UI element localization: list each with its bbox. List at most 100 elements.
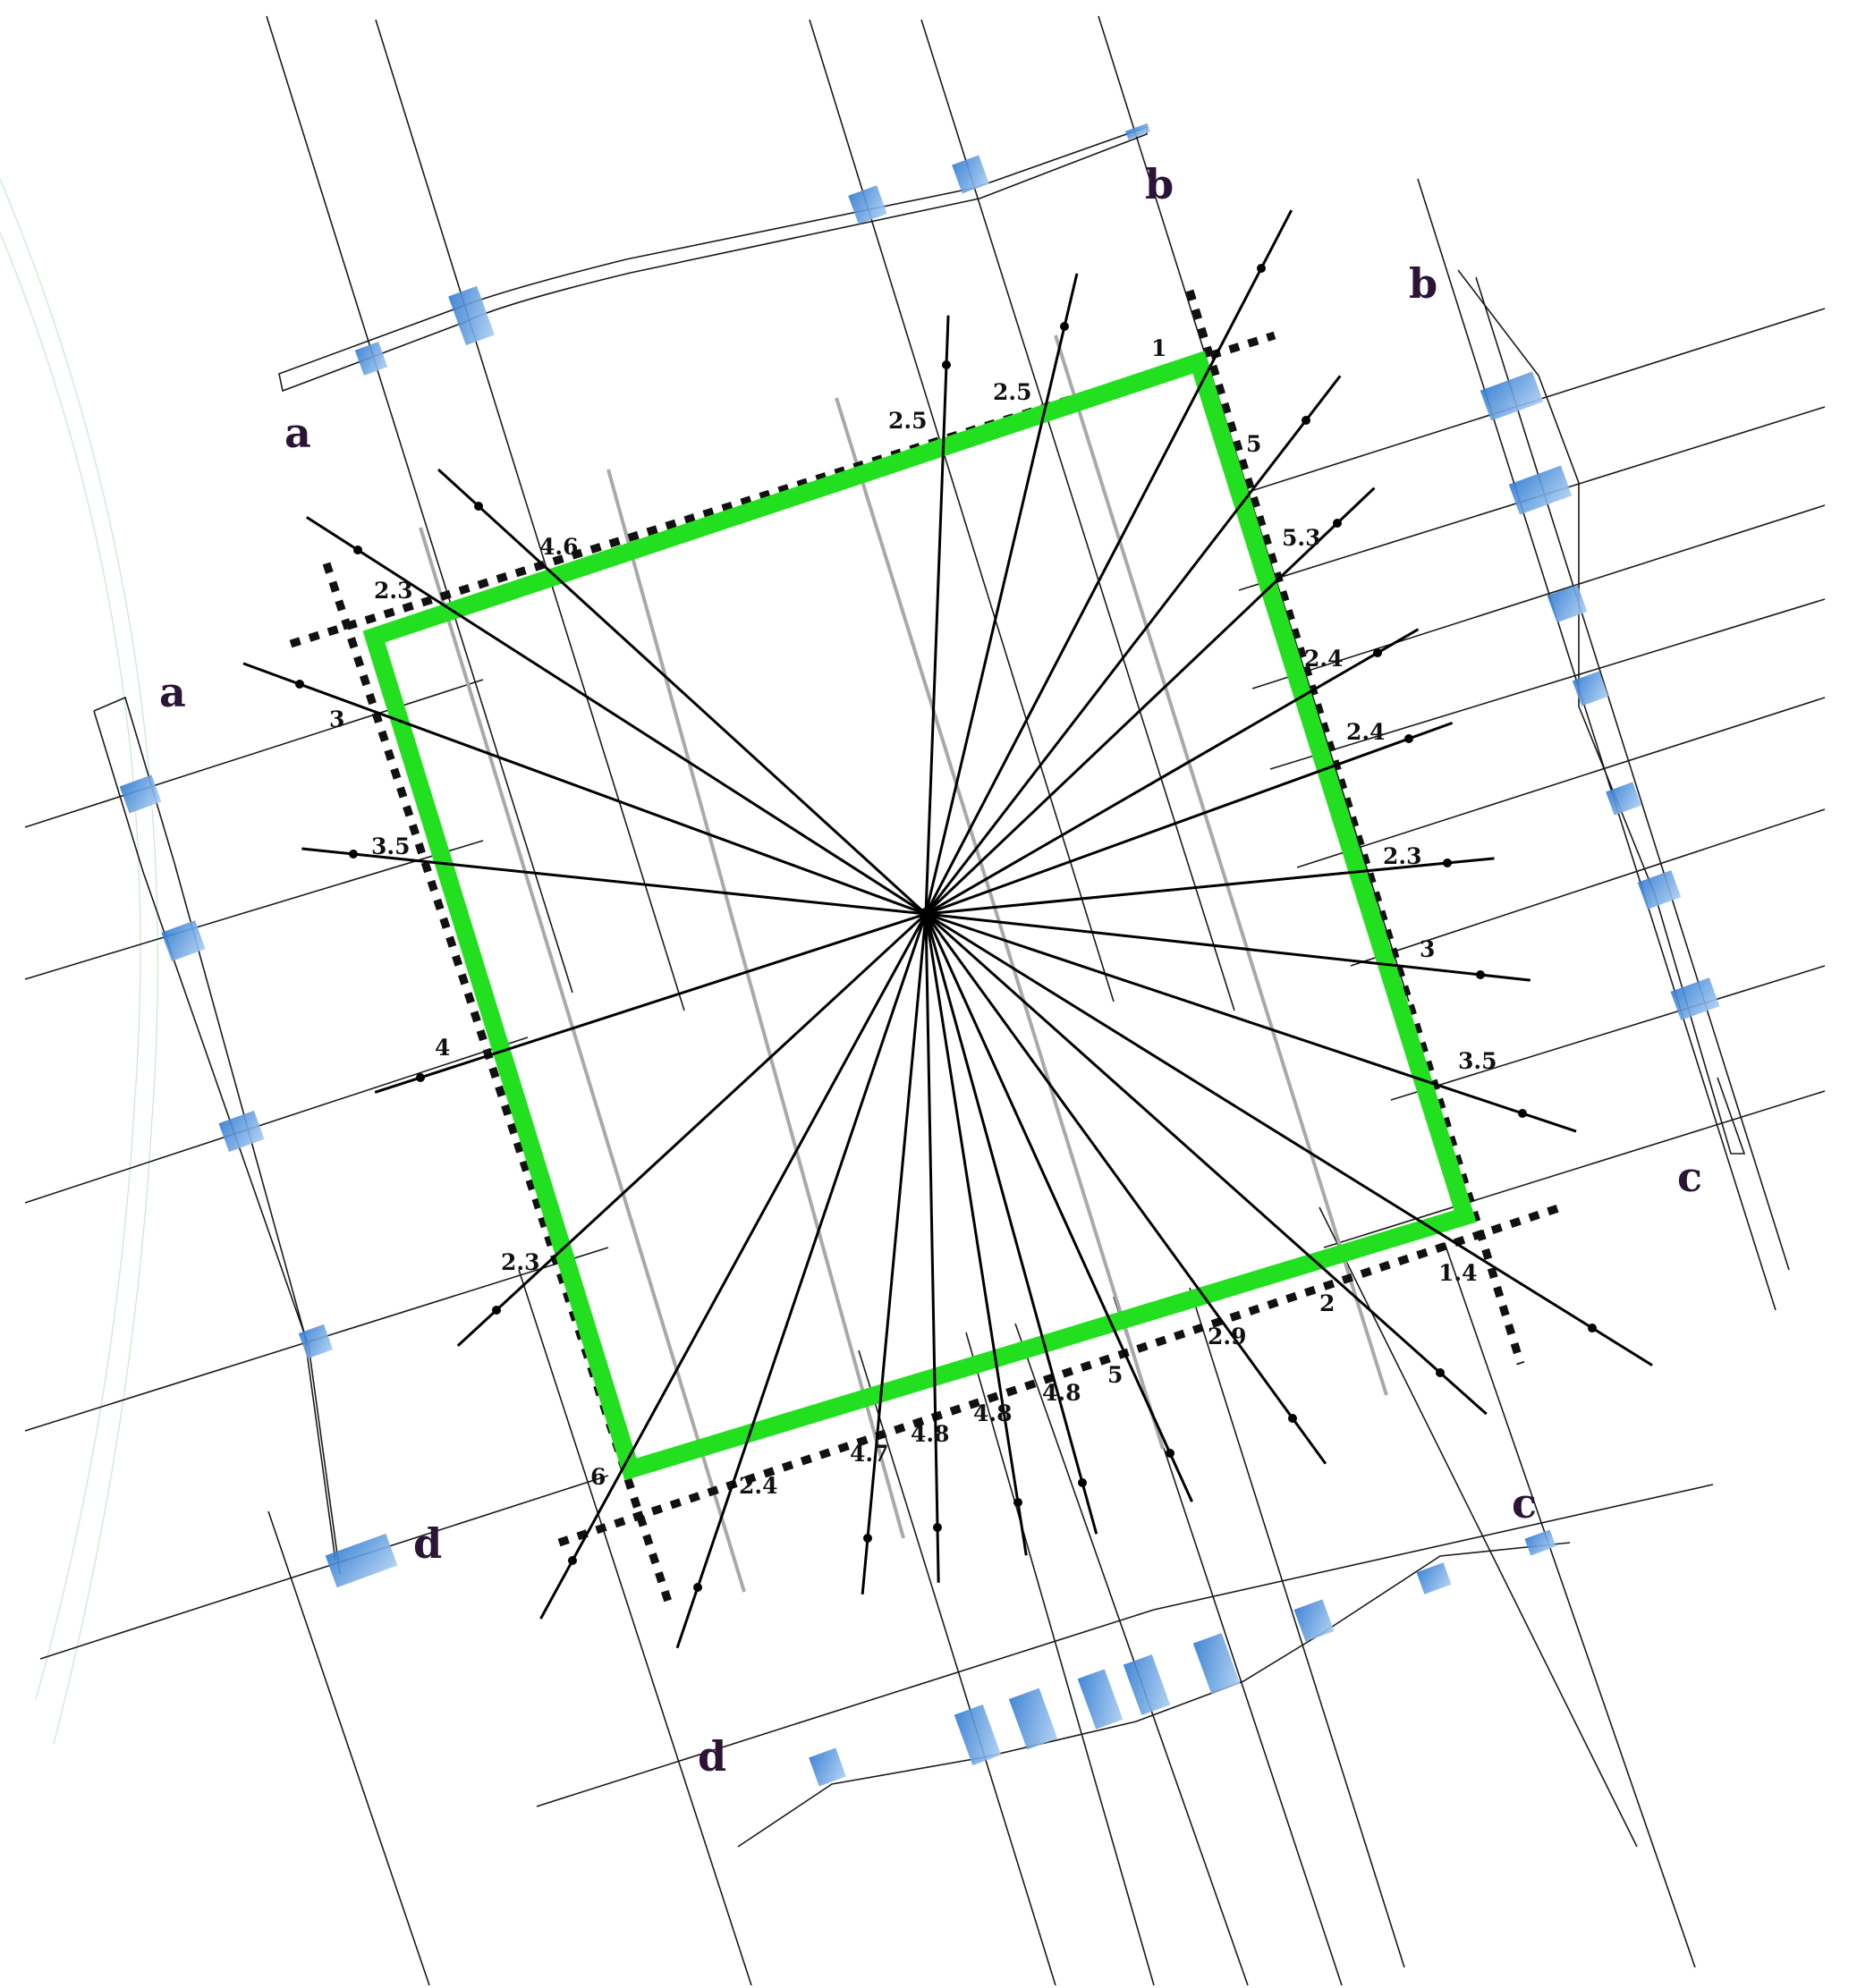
sight-ray-12 [861, 913, 928, 1595]
street-line-19 [1390, 965, 1826, 1101]
ray-end-dot-17 [1288, 1414, 1297, 1423]
ray-end-dot-22 [1373, 648, 1382, 657]
sight-ray-10 [539, 913, 928, 1620]
ray-label-bottom-3: 4.8 [911, 1421, 950, 1447]
crosswalk-26 [1524, 1529, 1556, 1556]
ray-label-left-4: 2.3 [501, 1249, 540, 1275]
sight-ray-6 [242, 662, 927, 916]
ray-end-dot-4 [474, 502, 483, 511]
ray-label-top-2: 2.5 [993, 379, 1032, 405]
sight-ray-19 [925, 912, 1653, 1366]
sight-ray-13 [924, 913, 940, 1583]
ray-center-point [920, 908, 932, 920]
corner-label-b-top: b [1145, 160, 1174, 208]
ray-end-dot-16 [1166, 1449, 1174, 1458]
ray-end-dot-2 [1060, 322, 1069, 331]
sight-ray-18 [925, 912, 1488, 1416]
street-line-23 [267, 1510, 430, 1986]
sight-ray-15 [924, 913, 1098, 1535]
crosswalk-3 [848, 185, 887, 224]
street-line-25 [858, 1349, 1056, 1986]
sight-ray-14 [924, 913, 1028, 1556]
ray-end-dot-3 [942, 360, 951, 369]
sight-ray-24 [925, 857, 1495, 916]
dotted-line-3 [557, 1203, 1563, 1547]
crosswalk-17 [325, 1533, 398, 1588]
crosswalk-21 [1077, 1669, 1124, 1730]
walkway-bottom [737, 1542, 1571, 1848]
street-line-1 [266, 15, 573, 994]
dotted-line-4 [322, 562, 675, 1612]
dotted-line-2 [1185, 289, 1525, 1366]
crosswalk-13 [119, 774, 162, 814]
street-line-12 [39, 1475, 609, 1660]
sight-ray-20 [924, 375, 1342, 915]
street-line-9 [24, 840, 484, 980]
corner-label-a-top: a [284, 409, 311, 457]
ray-end-dot-13 [933, 1523, 942, 1532]
street-line-24 [518, 1269, 752, 1986]
ray-end-dot-18 [1436, 1368, 1445, 1377]
street-line-3 [809, 19, 1115, 1002]
grey-line-1 [419, 527, 746, 1593]
sight-ray-8 [374, 912, 927, 1094]
crosswalk-6 [1480, 371, 1544, 421]
street-line-8 [24, 679, 484, 828]
ray-label-right-4: 2.4 [1346, 719, 1386, 745]
sight-ray-22 [925, 628, 1420, 916]
crosswalk-5 [1125, 123, 1150, 140]
ray-end-dot-26 [1518, 1109, 1527, 1118]
street-line-10 [24, 1036, 529, 1204]
sight-ray-1 [924, 209, 1293, 915]
ray-labels: 1 2.5 2.5 4.6 2.3 3 3.5 4 2.3 6 2.4 4.7 … [329, 335, 1497, 1499]
sight-ray-7 [301, 847, 927, 916]
ray-end-dot-9 [492, 1306, 501, 1315]
street-line-29 [1189, 1287, 1405, 1968]
ray-end-dot-15 [1078, 1478, 1087, 1487]
faint-arc [0, 178, 158, 1745]
street-line-27 [1014, 1323, 1249, 1986]
ray-label-left-2: 3.5 [371, 833, 411, 859]
ray-label-bottom-6: 5 [1107, 1362, 1123, 1388]
ray-end-dot-21 [1333, 519, 1342, 528]
ray-label-left-3: 4 [435, 1035, 450, 1061]
sight-ray-25 [925, 912, 1531, 982]
ray-label-right-3: 2.4 [1304, 646, 1344, 672]
ray-end-dot-19 [1588, 1324, 1597, 1332]
corner-label-a-left: a [159, 668, 186, 716]
ray-label-bottom-8: 2 [1319, 1290, 1335, 1316]
corner-label-d-bottom: d [698, 1732, 726, 1781]
ray-end-dot-25 [1476, 970, 1485, 979]
street-line-16 [1269, 598, 1826, 770]
crosswalk-1 [354, 342, 388, 376]
street-line-31 [1444, 1242, 1696, 1968]
sight-ray-23 [925, 721, 1454, 916]
crosswalk-7 [1508, 465, 1573, 515]
ray-label-right-1: 5 [1246, 431, 1261, 457]
ray-end-dot-6 [295, 680, 304, 689]
crosswalk-25 [1416, 1562, 1452, 1595]
ray-label-right-5: 2.3 [1383, 843, 1422, 869]
ray-label-top-4: 4.6 [539, 534, 579, 560]
ray-end-dot-7 [349, 850, 358, 859]
corner-letters: a a b b c c d d [159, 160, 1702, 1781]
street-line-6 [1417, 178, 1776, 1311]
street-line-21 [536, 1609, 1155, 1807]
ray-end-dot-8 [416, 1073, 425, 1082]
crosswalk-15 [218, 1110, 265, 1153]
sight-ray-4 [437, 468, 928, 916]
crosswalk-11 [1637, 870, 1682, 909]
corner-label-b-right: b [1409, 259, 1437, 308]
ray-label-top-1: 1 [1151, 335, 1166, 361]
crosswalk-18 [809, 1747, 846, 1787]
ray-label-right-7: 3.5 [1458, 1048, 1497, 1074]
street-line-30 [1319, 1206, 1638, 1848]
street-lines [24, 15, 1826, 1986]
ray-end-dot-14 [1013, 1498, 1022, 1507]
walkway-top [278, 125, 1148, 393]
ray-label-right-6: 3 [1420, 936, 1435, 962]
corner-label-c-bottom: c [1512, 1479, 1537, 1527]
crosswalk-10 [1606, 782, 1641, 816]
street-line-15 [1251, 504, 1826, 689]
crosswalk-19 [954, 1704, 1002, 1766]
